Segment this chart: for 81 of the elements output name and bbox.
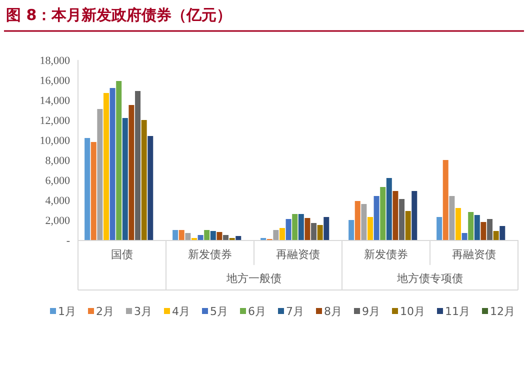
text: 地方一般债 [226,272,282,285]
bar [90,142,96,240]
bar [110,88,116,240]
bar [172,230,178,240]
x-tick-label: 国债 [111,248,133,261]
bar [436,217,442,240]
bar [311,223,317,240]
bar [367,217,373,240]
bar [361,204,367,240]
bar [148,136,154,240]
bar [116,81,122,240]
y-tick-label: 8,000 [45,155,70,167]
bar [216,232,222,240]
bar [354,201,360,240]
y-tick-label: 14,000 [40,95,70,107]
y-tick-label: 18,000 [40,55,70,67]
legend-label: 5月 [210,305,228,318]
bar [442,160,448,240]
bar [204,230,210,240]
x-tick-label: 再融资债 [452,248,496,261]
bar [487,219,493,240]
y-tick-label: 16,000 [40,75,70,87]
bar [210,231,216,240]
bar [135,91,141,240]
legend-label: 1月 [58,305,76,318]
bar [103,93,109,240]
bar [273,230,279,240]
bar [348,220,354,240]
bar [128,105,134,240]
bar [386,178,392,240]
bar [392,191,398,240]
x-tick-label: 新发债券 [364,248,408,261]
bar [468,212,474,240]
legend-label: 6月 [248,305,266,318]
legend-label: 9月 [362,305,380,318]
bar [462,233,468,240]
legend-label: 11月 [445,305,470,318]
bar [223,235,229,240]
legend-label: 4月 [172,305,190,318]
y-tick-label: 6,000 [45,175,70,187]
y-tick-label: - [66,235,70,247]
y-tick-label: 10,000 [40,135,70,147]
bar [198,235,204,240]
bar [405,211,411,240]
y-tick-label: 4,000 [45,195,70,207]
legend-label: 8月 [324,305,342,318]
chart-title: 图 8：本月新发政府债券（亿元） [6,6,232,24]
legend-label: 12月 [490,305,515,318]
bar [304,218,310,240]
bar [380,187,386,240]
x-tick-label: 再融资债 [276,248,320,261]
bar [455,208,461,240]
legend-label: 3月 [134,305,152,318]
y-tick-label: 2,000 [45,215,70,227]
bar [292,214,298,240]
text: 地方债专项债 [396,272,463,285]
bar [286,219,292,240]
bar [500,226,506,240]
x-tick-label: 新发债券 [188,248,232,261]
legend-label: 10月 [400,305,425,318]
bar [412,191,418,240]
bar [84,138,90,240]
bar [374,196,380,240]
bar [317,225,323,240]
bar [97,109,103,240]
bar [493,231,499,240]
bar [298,214,304,240]
y-tick-label: 12,000 [40,115,70,127]
bar [185,233,191,240]
bar [474,215,480,240]
legend-label: 7月 [286,305,304,318]
bar [141,120,147,240]
bar [122,118,128,240]
legend-label: 2月 [96,305,114,318]
bar [324,217,330,240]
bar [279,228,285,240]
bar [399,199,405,240]
bar [480,222,486,240]
bar [178,230,184,240]
bar [236,236,242,240]
bar [449,196,455,240]
